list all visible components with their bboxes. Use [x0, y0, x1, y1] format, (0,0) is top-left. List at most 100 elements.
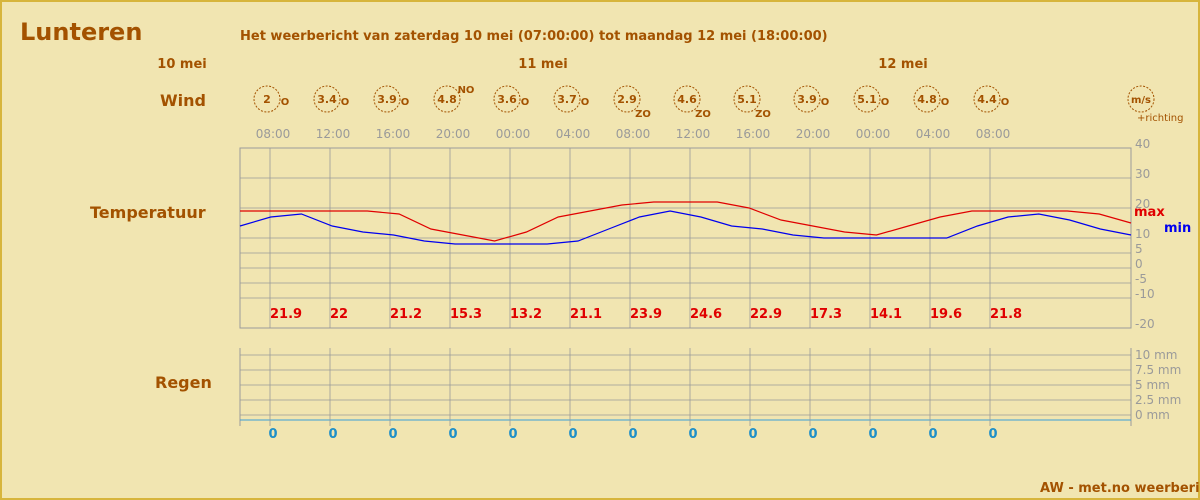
- rain-value-label: 0: [268, 427, 277, 442]
- wind-unit-label: m/s: [1131, 95, 1151, 106]
- rain-value-label: 0: [568, 427, 577, 442]
- temp-value-label: 24.6: [690, 307, 722, 322]
- max-legend: max: [1134, 205, 1165, 220]
- rain-value-label: 0: [688, 427, 697, 442]
- temp-axis-tick: 0: [1135, 257, 1143, 271]
- temp-axis-tick: 30: [1135, 167, 1150, 181]
- wind-direction: NO: [458, 85, 475, 96]
- wind-speed-circle: [493, 85, 521, 113]
- time-label: 20:00: [796, 127, 831, 141]
- wind-speed-value: 4.4: [977, 93, 997, 106]
- rain-value-label: 0: [988, 427, 997, 442]
- rain-axis-tick: 10 mm: [1135, 348, 1177, 362]
- wind-speed-value: 4.8: [437, 93, 457, 106]
- temp-value-label: 13.2: [510, 307, 542, 322]
- wind-direction: O: [281, 97, 290, 108]
- temp-axis-tick: -20: [1135, 317, 1155, 331]
- temp-axis-tick: 40: [1135, 137, 1150, 151]
- wind-speed-value: 5.1: [737, 93, 757, 106]
- time-label: 12:00: [316, 127, 351, 141]
- time-label: 08:00: [616, 127, 651, 141]
- temperature-label: Temperatuur: [90, 203, 206, 222]
- temp-axis-tick: 5: [1135, 242, 1143, 256]
- wind-speed-value: 3.9: [797, 93, 817, 106]
- time-label: 16:00: [376, 127, 411, 141]
- wind-speed-value: 5.1: [857, 93, 877, 106]
- day-label: 11 mei: [518, 57, 567, 72]
- rain-axis-tick: 5 mm: [1135, 378, 1170, 392]
- wind-speed-value: 2: [263, 93, 271, 106]
- wind-direction: O: [1001, 97, 1010, 108]
- temp-value-label: 21.8: [990, 307, 1022, 322]
- wind-label: Wind: [160, 91, 206, 110]
- temp-axis-tick: -10: [1135, 287, 1155, 301]
- wind-speed-circle: [313, 85, 341, 113]
- wind-direction-note: +richting: [1137, 113, 1184, 124]
- time-label: 00:00: [856, 127, 891, 141]
- rain-value-label: 0: [868, 427, 877, 442]
- wind-direction: ZO: [635, 109, 651, 120]
- wind-direction: ZO: [695, 109, 711, 120]
- temp-axis-tick: 20: [1135, 197, 1150, 211]
- wind-speed-circle: [553, 85, 581, 113]
- wind-direction: O: [521, 97, 530, 108]
- wind-direction: O: [401, 97, 410, 108]
- wind-speed-value: 4.8: [917, 93, 937, 106]
- rain-label: Regen: [155, 373, 212, 392]
- temp-value-label: 15.3: [450, 307, 482, 322]
- temp-value-label: 19.6: [930, 307, 962, 322]
- wind-speed-circle: [853, 85, 881, 113]
- rain-value-label: 0: [748, 427, 757, 442]
- wind-direction: O: [341, 97, 350, 108]
- wind-direction: ZO: [755, 109, 771, 120]
- wind-direction: O: [581, 97, 590, 108]
- wind-speed-circle: [253, 85, 281, 113]
- temp-value-label: 21.9: [270, 307, 302, 322]
- day-label: 10 mei: [157, 57, 206, 72]
- temp-value-label: 17.3: [810, 307, 842, 322]
- rain-axis-tick: 7.5 mm: [1135, 363, 1181, 377]
- rain-axis-tick: 0 mm: [1135, 408, 1170, 422]
- temp-value-label: 23.9: [630, 307, 662, 322]
- time-label: 12:00: [676, 127, 711, 141]
- wind-speed-value: 2.9: [617, 93, 637, 106]
- wind-unit-circle: [1127, 85, 1155, 113]
- time-label: 20:00: [436, 127, 471, 141]
- footer-credit: AW - met.no weerberich: [1040, 481, 1200, 496]
- rain-value-label: 0: [628, 427, 637, 442]
- wind-speed-circle: [913, 85, 941, 113]
- wind-speed-value: 3.6: [497, 93, 517, 106]
- wind-speed-circle: [373, 85, 401, 113]
- wind-speed-value: 3.7: [557, 93, 577, 106]
- day-label: 12 mei: [878, 57, 927, 72]
- rain-value-label: 0: [808, 427, 817, 442]
- wind-speed-circle: [733, 85, 761, 113]
- wind-direction: O: [821, 97, 830, 108]
- rain-axis-tick: 2.5 mm: [1135, 393, 1181, 407]
- time-label: 08:00: [976, 127, 1011, 141]
- wind-speed-circle: [673, 85, 701, 113]
- temp-value-label: 22.9: [750, 307, 782, 322]
- wind-direction: O: [941, 97, 950, 108]
- rain-value-label: 0: [388, 427, 397, 442]
- wind-speed-value: 3.9: [377, 93, 397, 106]
- time-label: 04:00: [916, 127, 951, 141]
- time-label: 08:00: [256, 127, 291, 141]
- wind-speed-value: 4.6: [677, 93, 697, 106]
- rain-value-label: 0: [328, 427, 337, 442]
- temp-axis-tick: 10: [1135, 227, 1150, 241]
- wind-speed-circle: [793, 85, 821, 113]
- temp-value-label: 14.1: [870, 307, 902, 322]
- time-label: 00:00: [496, 127, 531, 141]
- wind-speed-circle: [613, 85, 641, 113]
- temp-value-label: 21.1: [570, 307, 602, 322]
- temp-value-label: 21.2: [390, 307, 422, 322]
- wind-speed-circle: [433, 85, 461, 113]
- rain-value-label: 0: [508, 427, 517, 442]
- temperature-max-line: [240, 201, 1132, 242]
- temperature-min-line: [239, 210, 1132, 245]
- forecast-subtitle: Het weerbericht van zaterdag 10 mei (07:…: [240, 29, 828, 44]
- temp-value-label: 22: [330, 307, 348, 322]
